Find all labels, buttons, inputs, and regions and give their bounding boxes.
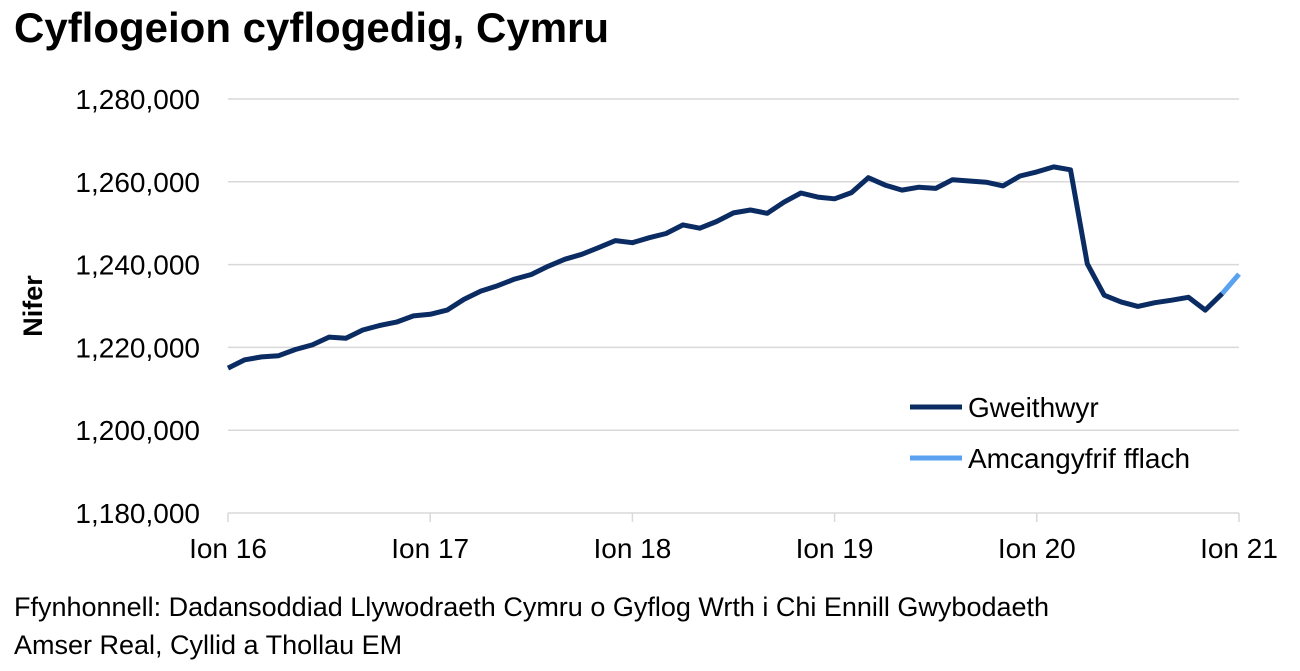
y-axis-ticks: 1,180,000 1,200,000 1,220,000 1,240,000 1,26… [75, 84, 200, 529]
series-line-2 [1220, 272, 1241, 296]
legend-label: Amcangyfrif fflach [968, 443, 1190, 474]
legend-label: Gweithwyr [968, 392, 1099, 423]
y-tick-label: 1,200,000 [75, 415, 200, 446]
x-axis: Ion 16 Ion 17 Ion 18 Ion 19 Ion 20 Ion 21 [189, 512, 1278, 564]
source-line-2: Amser Real, Cyllid a Thollau EM [14, 630, 403, 660]
source-line-1: Ffynhonnell: Dadansoddiad Llywodraeth Cy… [14, 592, 1050, 622]
legend: Gweithwyr Amcangyfrif fflach [910, 392, 1190, 474]
y-tick-label: 1,260,000 [75, 167, 200, 198]
x-tick-label: Ion 16 [189, 533, 267, 564]
y-tick-label: 1,240,000 [75, 250, 200, 281]
source-note: Ffynhonnell: Dadansoddiad Llywodraeth Cy… [14, 588, 1049, 664]
y-tick-label: 1,220,000 [75, 332, 200, 363]
x-tick-label: Ion 19 [796, 533, 874, 564]
x-tick-label: Ion 17 [391, 533, 469, 564]
series-lines [226, 164, 1241, 371]
y-axis-label: Nifer [18, 275, 48, 337]
x-tick-label: Ion 20 [998, 533, 1076, 564]
chart-title: Cyflogeion cyflogedig, Cymru [14, 4, 610, 51]
series-line-1 [226, 164, 1224, 371]
gridlines [228, 98, 1239, 431]
x-tick-label: Ion 21 [1200, 533, 1278, 564]
y-tick-label: 1,180,000 [75, 498, 200, 529]
y-tick-label: 1,280,000 [75, 84, 200, 115]
x-tick-label: Ion 18 [593, 533, 671, 564]
